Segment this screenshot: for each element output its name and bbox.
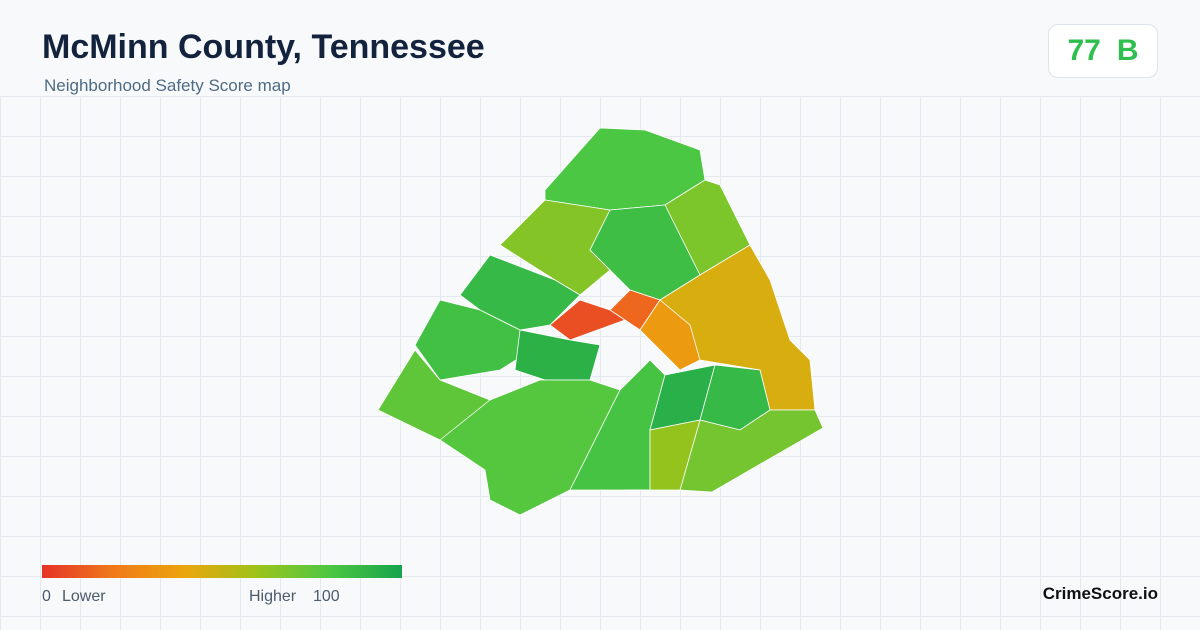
- region: [639, 299, 701, 371]
- region: [679, 409, 824, 493]
- legend-max: 100: [313, 588, 340, 605]
- legend-gradient: [42, 565, 402, 578]
- title: McMinn County, Tennessee: [42, 28, 485, 66]
- legend-min-label: Lower: [62, 588, 106, 605]
- legend-max-label: Higher: [249, 588, 297, 605]
- subtitle: Neighborhood Safety Score map: [44, 76, 291, 95]
- legend-min: 0: [42, 588, 51, 605]
- region: [514, 329, 601, 381]
- score: 77: [1067, 34, 1101, 67]
- header: McMinn County, Tennessee Neighborhood Sa…: [0, 0, 1200, 97]
- score-badge: 77 B: [1048, 24, 1158, 78]
- brand: CrimeScore.io: [1042, 584, 1158, 603]
- region: [625, 419, 701, 491]
- grade: B: [1116, 34, 1139, 67]
